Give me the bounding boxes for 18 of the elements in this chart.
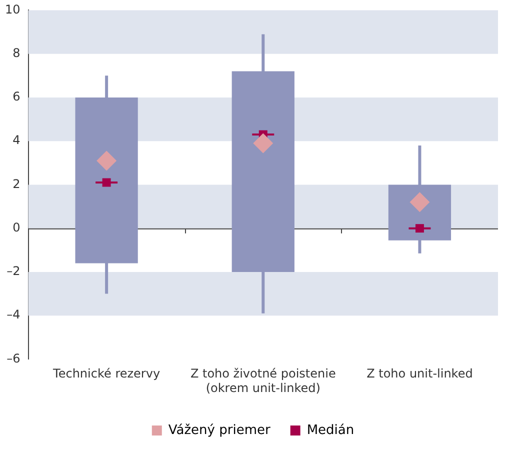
- point: [96, 150, 117, 171]
- legend-label: Vážený priemer: [168, 422, 271, 438]
- x-tick-label: Technické rezervy: [52, 366, 160, 381]
- y-tick-label: 10: [4, 2, 20, 16]
- y-tick-label: 2: [12, 176, 20, 191]
- y-tick-label: 4: [12, 133, 20, 148]
- y-tick-label: –4: [6, 308, 20, 322]
- x-tick-label: Z toho unit-linked: [366, 366, 473, 381]
- point: [253, 133, 274, 154]
- point: [415, 224, 424, 233]
- point: [102, 178, 111, 187]
- y-tick-label: –2: [6, 264, 20, 278]
- legend-label: Medián: [306, 422, 354, 438]
- y-tick-label: 6: [12, 90, 20, 104]
- y-tick-label: 8: [12, 46, 20, 60]
- y-tick-label: –6: [6, 351, 20, 366]
- y-tick-label: 0: [12, 220, 20, 234]
- x-tick-label: Z toho životné poistenie (okrem unit-linked): [190, 366, 336, 395]
